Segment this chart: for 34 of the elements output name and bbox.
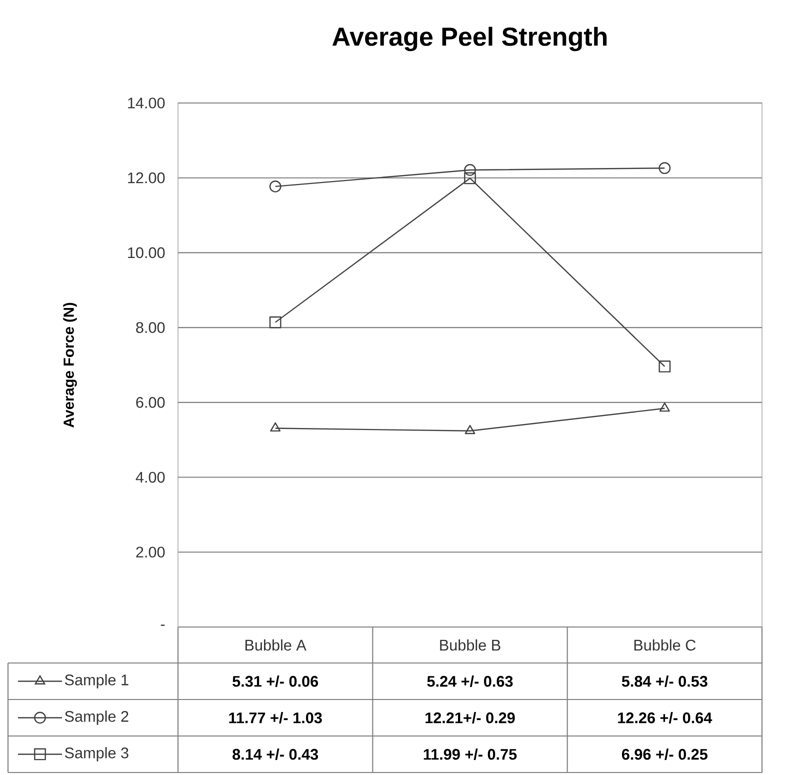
point [659, 402, 670, 412]
point [269, 180, 282, 192]
y-tick-label: 4.00 [136, 472, 165, 483]
y-tick-label: 2.00 [136, 546, 165, 558]
point [464, 424, 476, 434]
data-label: 8.14 +/- 0.43 [232, 748, 318, 760]
y-tick-label: - [160, 624, 165, 626]
point [658, 162, 671, 174]
point [658, 360, 671, 372]
data-label: 11.99 +/- 0.75 [424, 748, 517, 760]
y-axis-title: Average Force (N) [63, 302, 77, 428]
point [464, 172, 476, 184]
y-tick-label: 10.00 [128, 247, 165, 258]
data-label: 12.26 +/- 0.64 [618, 712, 712, 724]
data-label: 11.77 +/- 1.03 [229, 712, 322, 724]
x-tick-label: Bubble A [245, 639, 306, 651]
y-tick-label: 14.00 [128, 98, 165, 108]
point [464, 164, 476, 176]
data-label: 12.21+/- 0.29 [426, 712, 515, 724]
point [270, 422, 281, 432]
y-tick-label: 6.00 [136, 396, 165, 408]
legend-label: Sample 2 [64, 710, 128, 725]
data-label: 5.24 +/- 0.63 [427, 676, 513, 687]
data-label: 5.31 +/- 0.06 [232, 676, 318, 687]
x-tick-label: Bubble C [634, 639, 696, 651]
data-label: 6.96 +/- 0.25 [622, 748, 708, 760]
data-label: 5.84 +/- 0.53 [622, 676, 708, 687]
y-tick-label: 8.00 [136, 322, 165, 333]
point [269, 316, 282, 328]
y-tick-label: 12.00 [128, 172, 165, 184]
legend-label: Sample 3 [64, 747, 128, 762]
x-tick-label: Bubble B [440, 639, 500, 651]
chart-title: Average Peel Strength [332, 26, 607, 52]
legend-label: Sample 1 [64, 674, 128, 688]
